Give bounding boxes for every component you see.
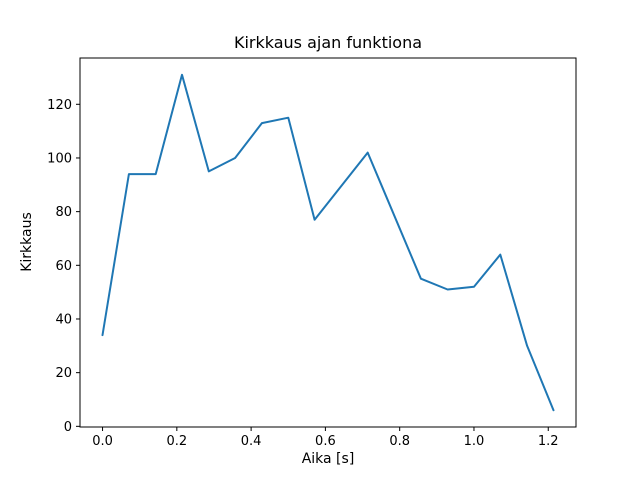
x-tick-label: 0.6 [315, 434, 336, 449]
y-tick-label: 60 [55, 259, 72, 274]
data-line [101, 73, 555, 412]
x-tick-label: 0.8 [389, 434, 410, 449]
x-tick-label: 1.2 [538, 434, 559, 449]
x-tick-label: 0.4 [241, 434, 262, 449]
y-tick-label: 100 [47, 151, 72, 166]
x-tick-label: 0.2 [166, 434, 187, 449]
x-axis-label: Aika [s] [301, 451, 355, 467]
y-axis-label: Kirkkaus [19, 212, 35, 272]
x-tick-label: 1.0 [464, 434, 485, 449]
y-tick-label: 40 [55, 312, 72, 327]
y-tick-label: 0 [64, 420, 72, 435]
y-tick-label: 20 [55, 366, 72, 381]
x-tick-label: 0.0 [92, 434, 113, 449]
axes-frame [79, 57, 577, 428]
y-tick-label: 80 [55, 205, 72, 220]
chart-title: Kirkkaus ajan funktiona [233, 33, 423, 52]
y-tick-label: 120 [47, 98, 72, 113]
